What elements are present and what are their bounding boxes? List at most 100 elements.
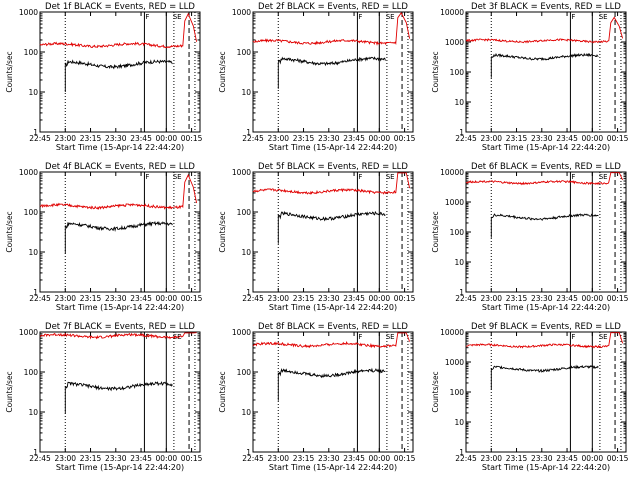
x-tick-label: 23:30: [318, 294, 340, 303]
x-tick-label: 22:45: [29, 134, 51, 143]
marker-label: SE: [599, 13, 608, 21]
y-tick-label: 10000: [440, 328, 464, 337]
y-axis-label: Counts/sec: [5, 371, 14, 412]
chart-title: Det 1f BLACK = Events, RED = LLD: [45, 2, 195, 12]
y-tick-label: 1000: [445, 38, 464, 47]
marker-label: SE: [173, 13, 182, 21]
plot-frame: [252, 171, 414, 293]
lld-series-line: [252, 12, 411, 46]
x-tick-label: 23:30: [105, 454, 127, 463]
chart-title: Det 3f BLACK = Events, RED = LLD: [471, 2, 621, 12]
events-series-line: [277, 56, 386, 89]
x-tick-label: 22:45: [242, 294, 264, 303]
events-series-line: [64, 59, 173, 92]
y-tick-label: 10000: [440, 168, 464, 177]
y-tick-label: 1: [246, 288, 251, 297]
marker-label: F: [571, 13, 575, 21]
x-tick-label: 00:15: [181, 294, 203, 303]
x-tick-label: 23:45: [343, 454, 365, 463]
y-tick-label: 1000: [445, 198, 464, 207]
marker-label: F: [145, 13, 149, 21]
y-tick-label: 100: [237, 208, 252, 217]
x-tick-label: 23:30: [105, 134, 127, 143]
y-tick-label: 1: [459, 448, 464, 457]
x-tick-label: 23:00: [54, 134, 76, 143]
events-series-line: [277, 367, 386, 401]
events-series-line: [277, 210, 386, 244]
plot-frame: [39, 171, 201, 293]
x-tick-label: 00:15: [394, 294, 416, 303]
lld-series-line: [465, 16, 624, 44]
x-tick-label: 00:15: [181, 454, 203, 463]
x-tick-label: 23:00: [480, 294, 502, 303]
plot-frame: [39, 331, 201, 453]
y-tick-label: 10: [454, 98, 464, 107]
y-tick-label: 1000: [19, 328, 38, 337]
x-tick-label: 23:00: [54, 294, 76, 303]
x-tick-label: 23:00: [267, 294, 289, 303]
events-series-line: [64, 220, 173, 254]
x-tick-label: 23:15: [506, 134, 528, 143]
y-tick-label: 10: [241, 408, 251, 417]
x-tick-label: 22:45: [242, 454, 264, 463]
marker-label: F: [358, 173, 362, 181]
y-tick-label: 100: [24, 208, 39, 217]
y-axis-label: Counts/sec: [431, 211, 440, 252]
plot-frame: [252, 331, 414, 453]
y-tick-label: 1000: [232, 8, 251, 17]
y-tick-label: 1000: [232, 168, 251, 177]
x-tick-label: 23:30: [105, 294, 127, 303]
marker-label: F: [358, 333, 362, 341]
plot-frame: [465, 171, 627, 293]
x-tick-label: 00:15: [394, 454, 416, 463]
x-tick-label: 22:45: [29, 294, 51, 303]
y-tick-label: 10: [28, 408, 38, 417]
marker-label: SE: [599, 173, 608, 181]
marker-label: SE: [173, 173, 182, 181]
lld-series-line: [39, 173, 198, 210]
y-tick-label: 1000: [445, 358, 464, 367]
plot-frame: [465, 331, 627, 453]
y-tick-label: 1: [33, 288, 38, 297]
y-tick-label: 100: [237, 368, 252, 377]
x-tick-label: 00:00: [369, 294, 391, 303]
y-tick-label: 100: [24, 48, 39, 57]
plot-frame: [252, 11, 414, 133]
chart-panel-4: Det 4f BLACK = Events, RED = LLD 1 10 100 10…: [5, 162, 203, 312]
x-tick-label: 00:00: [582, 454, 604, 463]
x-tick-label: 00:15: [607, 454, 629, 463]
y-axis-label: Counts/sec: [218, 211, 227, 252]
y-tick-label: 1: [459, 288, 464, 297]
x-tick-label: 00:15: [181, 134, 203, 143]
y-tick-label: 10: [241, 88, 251, 97]
y-tick-label: 1: [246, 128, 251, 137]
chart-panel-5: Det 5f BLACK = Events, RED = LLD 1 10 100 10…: [218, 162, 416, 312]
y-tick-label: 1: [246, 448, 251, 457]
y-axis-label: Counts/sec: [431, 371, 440, 412]
chart-title: Det 9f BLACK = Events, RED = LLD: [471, 322, 621, 332]
plot-frame: [465, 11, 627, 133]
chart-title: Det 7f BLACK = Events, RED = LLD: [45, 322, 195, 332]
x-tick-label: 23:15: [506, 294, 528, 303]
y-axis-label: Counts/sec: [5, 211, 14, 252]
x-tick-label: 23:45: [130, 294, 152, 303]
lld-series-line: [252, 332, 411, 349]
y-tick-label: 10: [454, 258, 464, 267]
x-tick-label: 23:15: [293, 294, 315, 303]
x-tick-label: 00:00: [156, 134, 178, 143]
x-axis-label: Start Time (15-Apr-14 22:44:20): [269, 143, 397, 152]
x-tick-label: 23:15: [80, 294, 102, 303]
y-tick-label: 10: [454, 418, 464, 427]
x-tick-label: 23:15: [293, 454, 315, 463]
x-tick-label: 23:00: [480, 134, 502, 143]
marker-label: F: [145, 173, 149, 181]
chart-panel-3: Det 3f BLACK = Events, RED = LLD 1 10 100 10…: [431, 2, 629, 152]
x-tick-label: 23:45: [130, 454, 152, 463]
x-tick-label: 22:45: [455, 454, 477, 463]
x-tick-label: 23:45: [556, 134, 578, 143]
chart-title: Det 5f BLACK = Events, RED = LLD: [258, 162, 408, 172]
lld-series-line: [39, 332, 197, 340]
x-tick-label: 00:00: [369, 134, 391, 143]
y-axis-label: Counts/sec: [218, 371, 227, 412]
x-tick-label: 23:15: [80, 454, 102, 463]
